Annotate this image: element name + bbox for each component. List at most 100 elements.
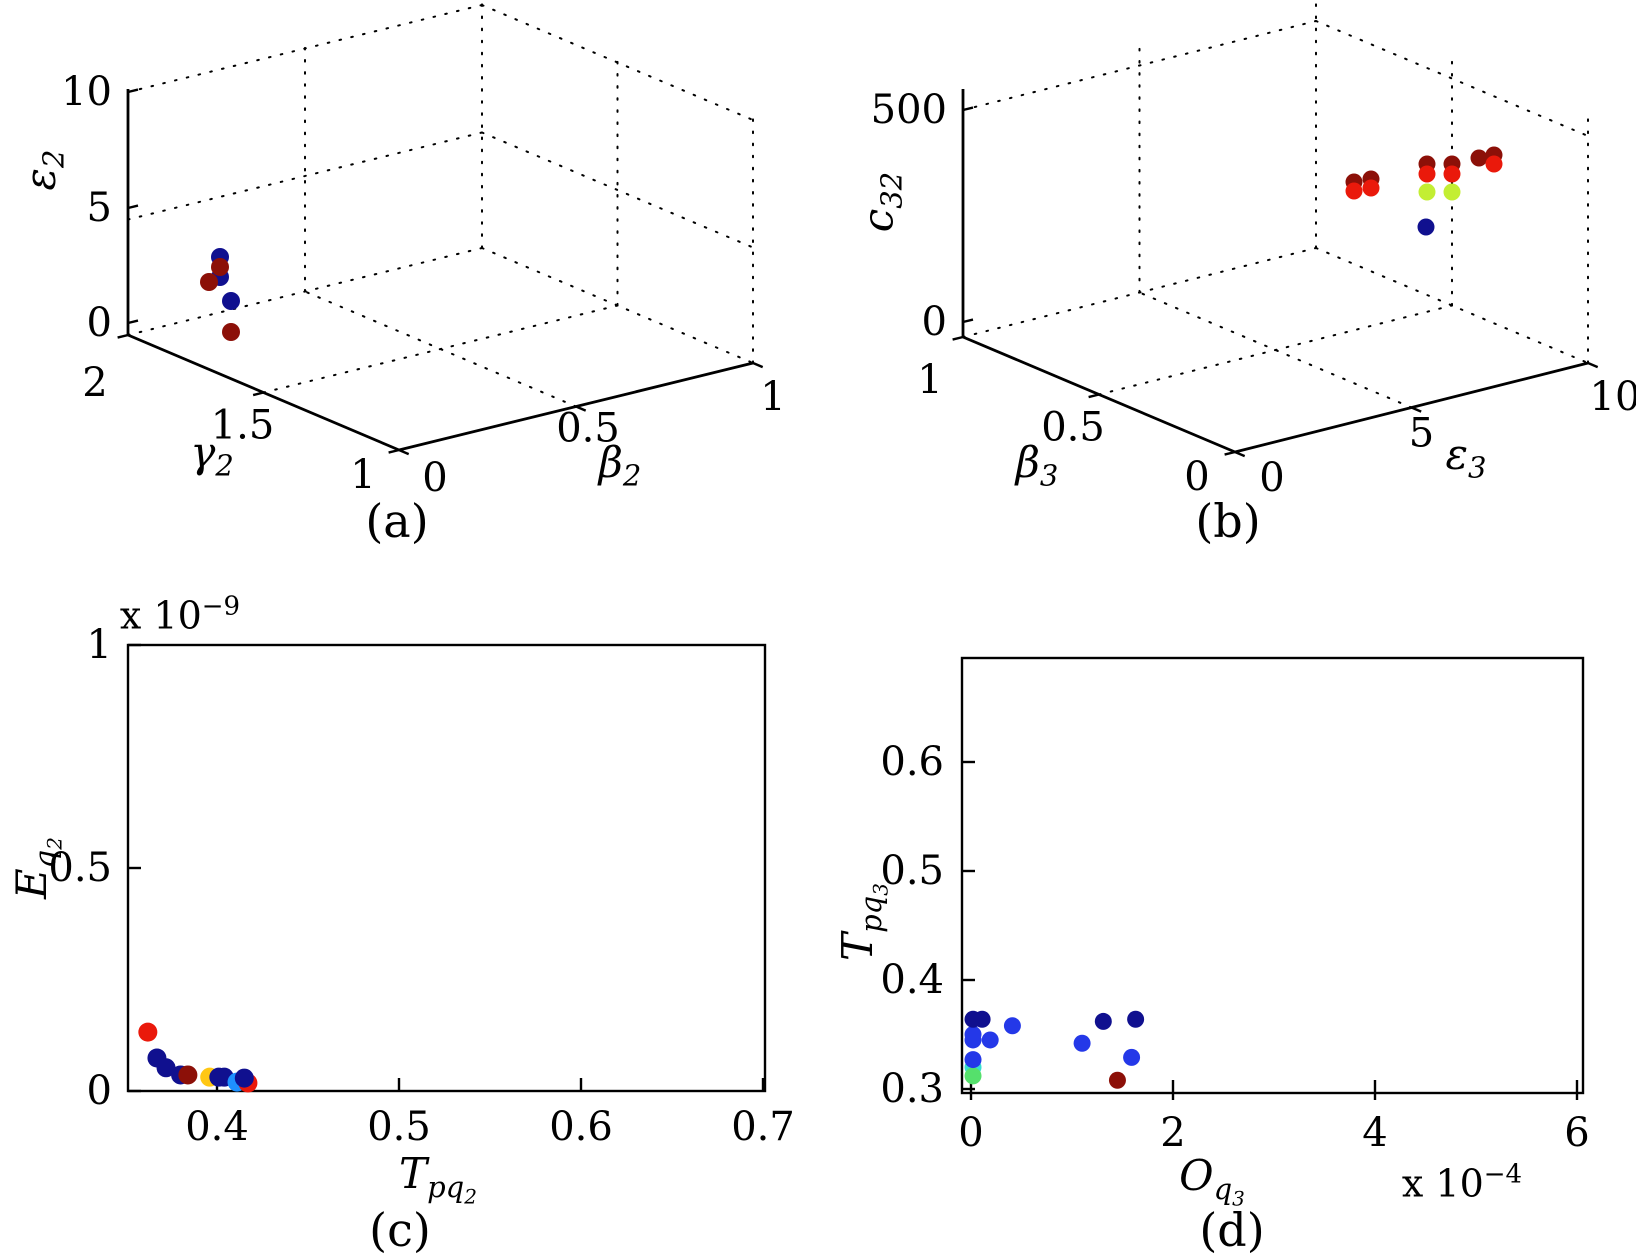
grid-line [304, 290, 577, 408]
data-point [973, 1010, 991, 1028]
tick-label: 1.5 [211, 403, 275, 449]
tick-label: 0.5 [367, 1104, 431, 1150]
data-point [1094, 1012, 1112, 1030]
data-point [156, 1058, 176, 1078]
caption-d: (d) [1199, 1203, 1265, 1257]
tick-label: 500 [871, 87, 947, 133]
data-point [1362, 179, 1380, 197]
tick-label: 10 [1590, 374, 1636, 420]
grid-line [481, 131, 754, 249]
plot-frame [960, 656, 1585, 1095]
tick-label: 0 [87, 1068, 112, 1114]
tick-mark [1088, 393, 1100, 399]
tick-label: 0.5 [1041, 405, 1105, 451]
tick-label: 0 [922, 299, 947, 345]
tick-label: 0 [1259, 455, 1284, 501]
tick-label: 0 [87, 300, 112, 346]
grid-line [1138, 291, 1413, 409]
subplot-b: 0 500 1 0.5 0 0 5 10 [871, 0, 1636, 501]
tick-mark [1411, 406, 1422, 413]
data-point [1108, 1071, 1126, 1089]
tick-mark [575, 405, 587, 412]
grid-line [1315, 20, 1589, 137]
data-point [1418, 165, 1436, 183]
data-point [211, 258, 229, 276]
subplot-c: 0.4 0.5 0.6 0.7 0 0.5 1 [48, 622, 794, 1150]
caption-a: (a) [365, 494, 429, 548]
data-point [1485, 155, 1503, 173]
data-point [964, 1067, 982, 1085]
tick-mark [962, 106, 974, 112]
tick-label: 0.3 [880, 1066, 944, 1112]
tick-label: 1 [87, 622, 112, 668]
c-yaxis-label: Eq2 [6, 837, 68, 899]
d-xaxis-label: Oq3 [1179, 1150, 1245, 1212]
tick-label: 0.6 [549, 1104, 613, 1150]
tick-mark [752, 361, 764, 369]
tick-mark [1587, 361, 1599, 369]
tick-mark [127, 204, 139, 210]
tick-mark [962, 318, 974, 324]
data-point [178, 1065, 198, 1085]
data-point [1123, 1048, 1141, 1066]
b-zaxis-label: c32 [853, 171, 909, 233]
tick-label: 0.6 [880, 739, 944, 785]
tick-label: 1 [917, 357, 942, 403]
data-point [1073, 1034, 1091, 1052]
tick-label: 0 [422, 455, 447, 501]
data-point [1417, 218, 1435, 236]
tick-label: 2 [82, 360, 107, 406]
b-right-axis-label: ε3 [1445, 429, 1487, 485]
tick-label: 0.4 [880, 957, 944, 1003]
tick-label: 0.5 [880, 848, 944, 894]
tick-mark [117, 333, 129, 339]
tick-label: 6 [1564, 1110, 1589, 1156]
caption-b: (b) [1195, 494, 1261, 548]
tick-mark [952, 335, 964, 341]
data-point [964, 1051, 982, 1069]
data-point [234, 1068, 254, 1088]
a-left-axis-label: γ2 [190, 427, 234, 483]
tick-label: 10 [61, 69, 112, 115]
data-point [1470, 149, 1488, 167]
data-point [1345, 182, 1363, 200]
plot-frame [126, 643, 767, 1093]
grid-line [962, 20, 1317, 111]
tick-label: 1 [350, 452, 375, 498]
c-xaxis-label: Tpq2 [399, 1148, 477, 1210]
data-point [981, 1031, 999, 1049]
tick-label: 0.7 [731, 1104, 795, 1150]
tick-label: 2 [1160, 1110, 1185, 1156]
data-point [1443, 183, 1461, 201]
tick-label: 0.5 [556, 406, 620, 452]
d-x-multiplier: x 10−4 [1401, 1159, 1523, 1206]
b-left-axis-label: β3 [1015, 437, 1059, 493]
tick-mark [127, 88, 139, 94]
tick-label: 1 [760, 374, 785, 420]
a-zaxis-label: ε2 [15, 149, 71, 191]
c-y-multiplier: x 10−9 [119, 591, 241, 638]
tick-label: 0.4 [185, 1104, 249, 1150]
grid-line [481, 4, 754, 121]
grid-line [127, 4, 483, 93]
data-point [964, 1026, 982, 1043]
data-point [222, 323, 240, 341]
tick-label: 0 [1184, 454, 1209, 500]
tick-mark [252, 391, 264, 397]
tick-mark [1234, 450, 1246, 458]
d-yaxis-label: Tpq3 [832, 883, 894, 961]
a-right-axis-label: β2 [598, 437, 642, 493]
tick-label: 0 [958, 1110, 983, 1156]
tick-label: 4 [1362, 1110, 1387, 1156]
tick-label: 5 [1409, 411, 1434, 457]
data-point [1127, 1010, 1145, 1028]
tick-mark [1224, 450, 1236, 456]
data-point [222, 292, 240, 310]
data-point [200, 273, 218, 291]
tick-mark [127, 319, 139, 325]
tick-label: 0.5 [48, 845, 112, 891]
caption-c: (c) [369, 1203, 431, 1257]
